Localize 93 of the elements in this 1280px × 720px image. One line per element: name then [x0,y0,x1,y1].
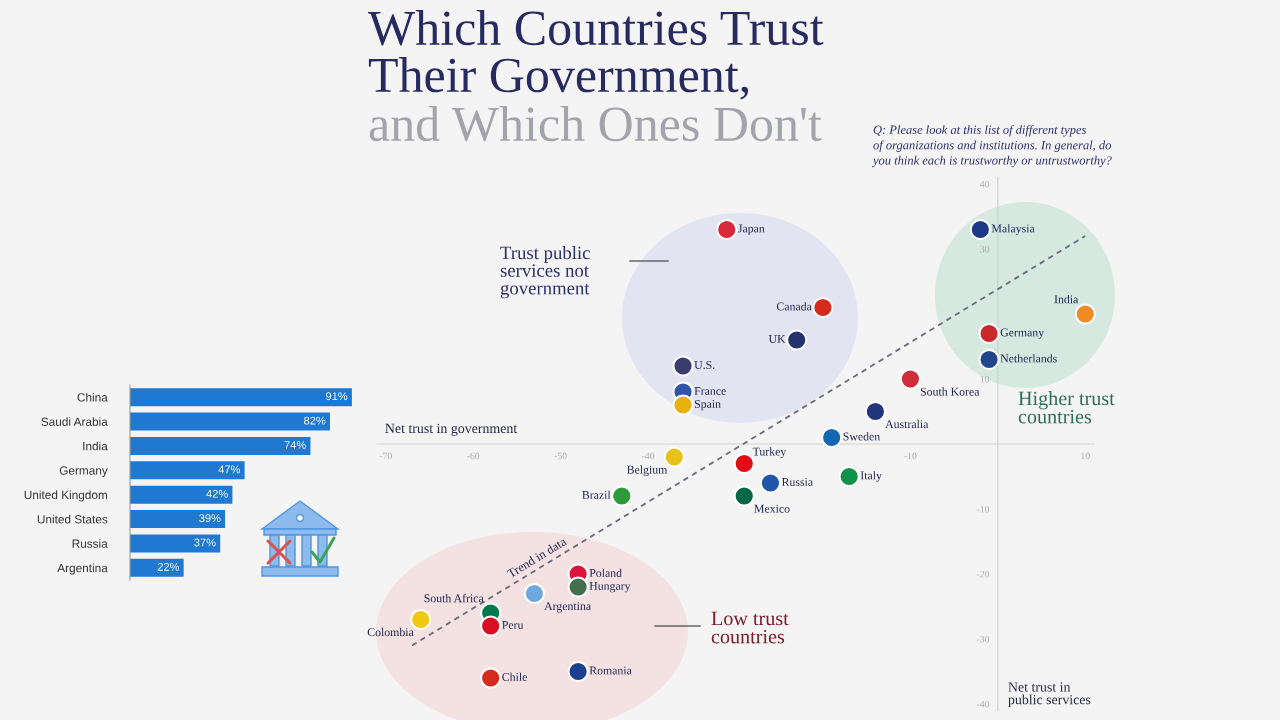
y-tick-label: United States [37,514,108,524]
data-label: 74% [284,441,306,449]
bar [130,534,221,553]
point [978,322,1000,345]
bar [130,485,233,504]
series-label: Japan [738,224,765,235]
bar [130,461,245,480]
x-tick-label: -40 [641,452,655,460]
point [611,485,633,507]
y-tick-label: -20 [976,570,990,578]
point [864,400,886,423]
series-label: Italy [860,471,882,482]
annotation: Low trust countries [711,611,789,644]
y-tick-label: India [83,441,108,451]
point [733,485,755,507]
series-label: Hungary [589,582,631,593]
y-tick-label: China [77,392,108,402]
point [716,218,738,241]
series-label: Germany [1000,328,1045,339]
x-tick-label: -10 [904,452,917,460]
y-tick-label: -30 [976,635,990,643]
data-label: 42% [206,489,228,498]
y-tick-label: -10 [976,505,990,513]
series-label: Chile [502,672,527,681]
y-tick-label: Russia [72,539,108,548]
y-axis-title: Net trust in public services [1008,682,1091,708]
point [812,296,834,319]
y-tick-label: United Kingdom [24,490,107,502]
series-label: Argentina [544,602,591,613]
point [567,576,589,598]
x-tick-label: -60 [467,452,480,460]
series-label: India [1054,294,1079,304]
series-label: Netherlands [1000,354,1057,363]
annotation: Trend in data [506,536,568,579]
point [672,394,694,416]
point [821,426,843,449]
data-label: 47% [218,465,241,474]
data-label: 82% [304,416,326,425]
data-label: 22% [157,562,180,571]
series-label: France [694,387,726,395]
series-label: Russia [781,478,813,486]
series-label: South Africa [424,593,484,603]
point [759,472,782,494]
series-label: Peru [502,621,524,629]
y-tick-label: 10 [980,375,990,383]
point [978,348,1000,371]
series-label: Colombia [367,627,414,637]
y-tick-label: Germany [59,466,108,478]
point [899,368,921,390]
bar [130,510,226,529]
data-label: 39% [199,514,221,523]
x-tick-label: -70 [379,452,392,460]
y-tick-label: Saudi Arabia [41,417,108,426]
point [480,615,502,637]
series-label: Poland [589,568,622,577]
series-label: Canada [776,302,812,311]
y-tick-label: Argentina [57,563,108,575]
series-label: Brazil [582,490,611,499]
x-tick-label: -50 [554,452,567,460]
chart-title: Which Countries Trust Their Government, [368,10,824,100]
bar [130,436,311,455]
series-label: Spain [694,400,721,411]
x-axis-title: Net trust in government [385,423,518,436]
point [1074,303,1096,325]
point [567,660,589,683]
bar [130,388,352,407]
bar [130,412,330,431]
series-label: Mexico [754,504,790,513]
y-tick-label: 30 [980,245,990,253]
annotation: Trust public services not government [500,246,590,299]
data-label: 37% [194,538,216,547]
point [672,355,694,377]
series-label: Turkey [752,447,787,458]
series-label: Romania [589,666,632,675]
point [523,582,545,605]
series-label: UK [768,335,786,343]
series-label: Australia [885,419,929,429]
point [969,218,991,241]
chart-subtitle: and Which Ones Don't [369,106,822,142]
text: Q: Please look at this list of different types of organizations and institutions. In general, do you think each is trustworthy or untrustworthy? [871,125,1112,168]
bar [130,558,184,577]
series-label: Malaysia [991,224,1035,235]
series-label: U.S. [694,361,715,370]
series-label: South Korea [920,387,980,396]
point [838,465,860,488]
point [480,667,502,689]
series-label: Belgium [627,465,668,477]
point [786,329,808,351]
data-label: 91% [326,392,348,401]
y-tick-label: -40 [976,700,990,708]
annotation: Higher trust countries [1018,391,1115,424]
y-tick-label: 40 [979,180,990,188]
series-label: Sweden [843,432,880,441]
